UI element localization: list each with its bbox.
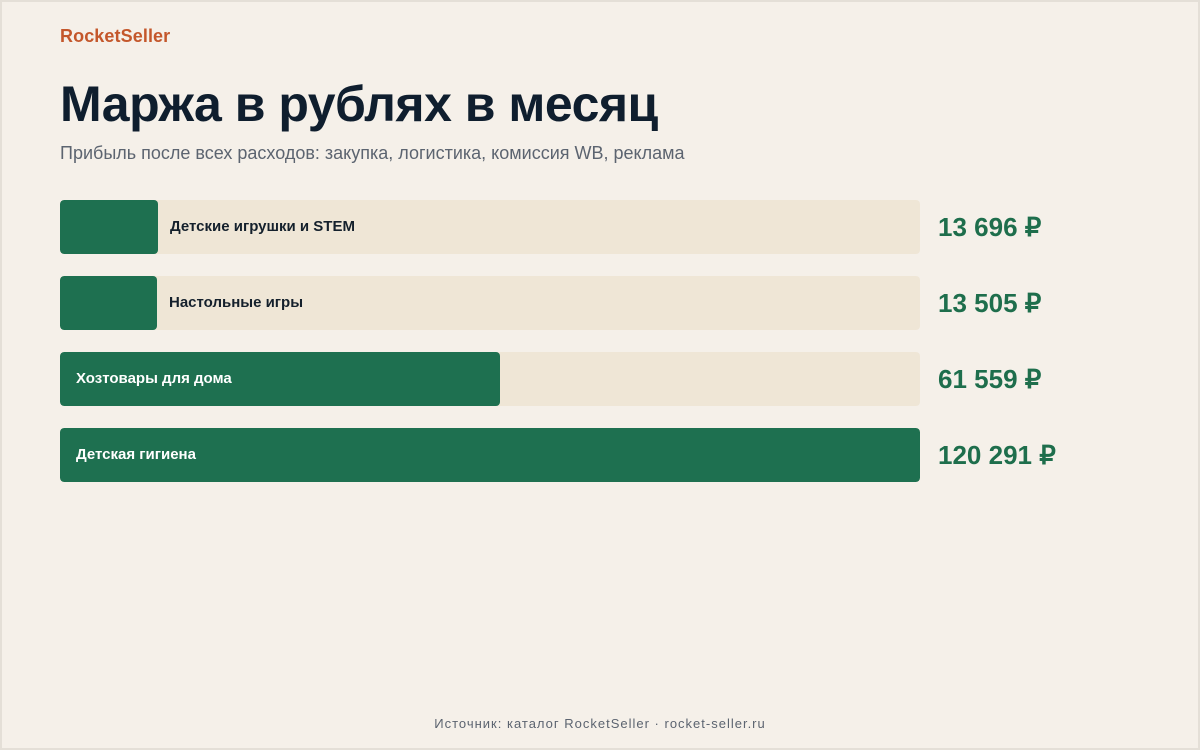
bar-value-label: 13 505 ₽ (938, 288, 1042, 318)
bar-category-label: Настольные игры (169, 294, 304, 311)
brand-logo: RocketSeller (60, 26, 171, 46)
bar-value-label: 13 696 ₽ (938, 212, 1042, 242)
bar-row: Хозтовары для дома 61 559 ₽ (60, 352, 1160, 406)
chart-subtitle: Прибыль после всех расходов: закупка, ло… (60, 143, 685, 163)
bar-fill (60, 352, 500, 406)
bar-category-label: Детская гигиена (76, 446, 196, 463)
bar-row: Детская гигиена 120 291 ₽ (60, 428, 1160, 482)
bar-row: Детские игрушки и STEM 13 696 ₽ (60, 200, 1160, 254)
bar-value-label: 61 559 ₽ (938, 364, 1042, 394)
chart-title: Маржа в рублях в месяц (60, 76, 658, 132)
bar-fill (60, 428, 920, 482)
bar-value-label: 120 291 ₽ (938, 440, 1056, 470)
bar-category-label: Детские игрушки и STEM (170, 218, 355, 235)
bar-fill (60, 276, 157, 330)
bar-track: Детские игрушки и STEM (60, 200, 920, 254)
bar-fill (60, 200, 158, 254)
bar-track: Хозтовары для дома (60, 352, 920, 406)
bar-track: Настольные игры (60, 276, 920, 330)
bar-chart: Детские игрушки и STEM 13 696 ₽ Настольные… (60, 200, 1160, 504)
source-note: Источник: каталог RocketSeller · rocket-… (434, 716, 766, 731)
bar-category-label: Хозтовары для дома (76, 370, 232, 387)
bar-row: Настольные игры 13 505 ₽ (60, 276, 1160, 330)
bar-track: Детская гигиена (60, 428, 920, 482)
